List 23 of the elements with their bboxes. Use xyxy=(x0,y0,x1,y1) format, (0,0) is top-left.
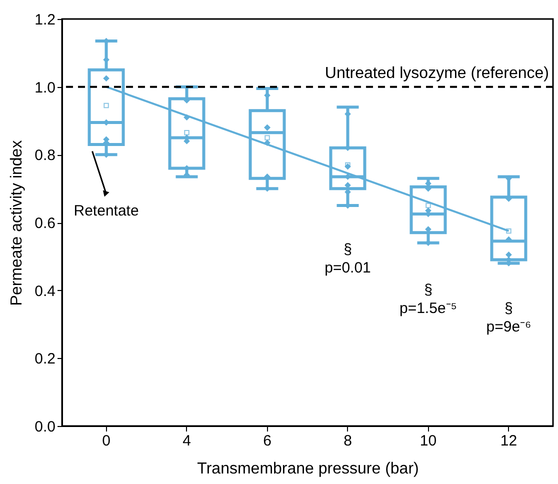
y-tick-label: 1.0 xyxy=(34,79,56,96)
x-axis-title: Transmembrane pressure (bar) xyxy=(197,460,419,478)
y-tick-label: 0.0 xyxy=(34,418,56,436)
x-tick-label: 10 xyxy=(420,432,437,450)
annotation: p=9e⁻⁶ xyxy=(486,318,532,336)
annotation: § xyxy=(504,300,513,317)
y-tick-label: 0.8 xyxy=(34,147,56,164)
y-tick-label: 1.2 xyxy=(34,12,56,28)
annotation: p=1.5e⁻⁵ xyxy=(399,300,457,317)
annotation: Retentate xyxy=(74,202,139,220)
annotation: § xyxy=(424,282,432,299)
ref-line-label: Untreated lysozyme (reference) xyxy=(324,64,549,82)
annotation: p=0.01 xyxy=(324,259,371,276)
x-tick-label: 4 xyxy=(182,432,191,450)
annotation: § xyxy=(344,240,352,258)
y-tick-label: 0.4 xyxy=(34,282,56,300)
x-tick-label: 8 xyxy=(344,432,352,450)
y-tick-label: 0.2 xyxy=(34,350,56,368)
x-tick-label: 0 xyxy=(102,432,110,450)
y-tick-label: 0.6 xyxy=(34,215,56,232)
x-tick-label: 12 xyxy=(500,432,518,450)
x-tick-label: 6 xyxy=(263,432,272,450)
y-axis-title: Permeate activity index xyxy=(8,140,26,306)
